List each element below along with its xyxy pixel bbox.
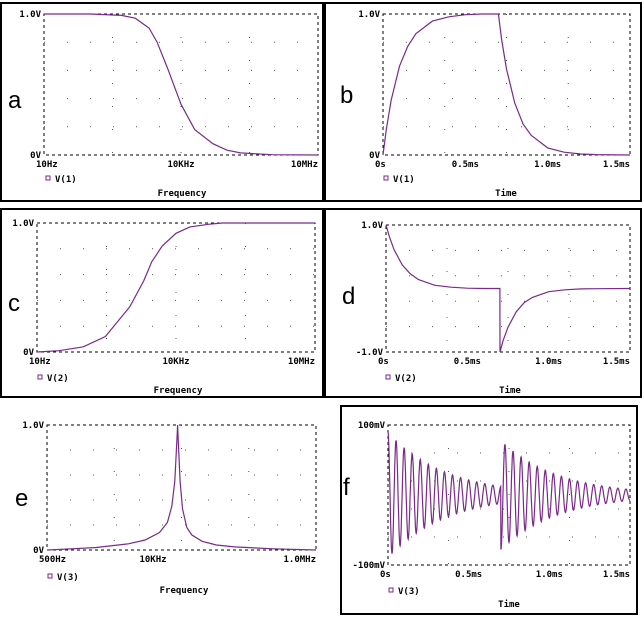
x-tick-label: 0s — [375, 160, 386, 170]
x-tick-label: 1.0MHz — [283, 555, 316, 565]
series-line-b — [382, 13, 631, 156]
panel-letter-d: d — [342, 283, 355, 310]
y-tick-label: 0V — [33, 546, 44, 556]
x-tick-label: 1.0ms — [536, 570, 563, 580]
x-tick-label: 1.5ms — [603, 357, 630, 367]
panel-f-frame — [340, 405, 638, 615]
y-tick-label: -100mV — [352, 561, 385, 571]
x-tick-label: 0.5ms — [454, 357, 481, 367]
plot-frame-a — [43, 13, 319, 156]
x-axis-title-a: Frequency — [158, 189, 207, 199]
x-axis-title-f: Time — [498, 599, 520, 610]
x-tick-label: 10MHz — [288, 357, 315, 367]
legend-marker-c — [37, 374, 43, 380]
x-tick-label: 0s — [380, 570, 391, 580]
plot-frame-e — [46, 424, 317, 551]
series-line-c — [36, 222, 315, 353]
y-tick-label: 1.0V — [361, 221, 383, 231]
x-tick-label: 0.5ms — [452, 160, 479, 170]
panel-letter-e: e — [15, 485, 28, 512]
x-tick-label: 0.5ms — [455, 570, 482, 580]
x-tick-label: 10KHz — [167, 160, 194, 170]
x-axis-title-b: Time — [495, 188, 517, 199]
y-tick-label: 1.0V — [22, 421, 44, 431]
panel-letter-b: b — [340, 82, 353, 109]
x-tick-label: 1.0ms — [534, 160, 561, 170]
y-tick-label: 100mV — [358, 421, 386, 431]
series-line-d — [385, 224, 631, 353]
y-tick-label: 0V — [30, 151, 41, 161]
legend-marker-d — [385, 374, 391, 380]
x-tick-label: 10KHz — [139, 555, 166, 565]
legend-label-c: V(2) — [47, 374, 69, 384]
y-tick-label: -1.0V — [356, 348, 384, 358]
legend-label-b: V(1) — [393, 175, 415, 185]
x-tick-label: 10MHz — [291, 160, 318, 170]
legend-marker-a — [45, 175, 51, 181]
x-tick-label: 10Hz — [36, 160, 58, 170]
x-tick-label: 1.5ms — [603, 160, 630, 170]
legend-marker-e — [47, 573, 53, 579]
x-axis-title-c: Frequency — [154, 386, 203, 396]
plot-frame-b — [382, 13, 631, 156]
y-tick-label: 0V — [369, 151, 380, 161]
panel-d-frame — [324, 208, 642, 398]
x-tick-label: 500Hz — [39, 555, 66, 565]
x-tick-label: 1.5ms — [603, 570, 630, 580]
legend-label-d: V(2) — [395, 374, 417, 384]
panel-b-frame — [324, 2, 642, 202]
x-axis-title-e: Frequency — [160, 586, 209, 596]
panel-a-frame — [0, 2, 324, 202]
plot-frame-c — [36, 222, 316, 353]
y-tick-label: 1.0V — [12, 219, 34, 229]
panel-letter-a: a — [8, 87, 22, 114]
legend-label-e: V(3) — [57, 573, 79, 583]
x-tick-label: 10Hz — [29, 357, 51, 367]
x-axis-title-d: Time — [499, 385, 521, 396]
x-tick-label: 1.0ms — [535, 357, 562, 367]
legend-label-a: V(1) — [55, 175, 77, 185]
series-line-e — [46, 424, 317, 551]
panel-letter-f: f — [343, 474, 350, 501]
x-tick-label: 0s — [378, 357, 389, 367]
y-tick-label: 1.0V — [358, 10, 380, 20]
panel-letter-c: c — [8, 290, 20, 317]
legend-marker-f — [388, 587, 394, 593]
legend-label-f: V(3) — [398, 587, 420, 597]
y-tick-label: 0V — [23, 348, 34, 358]
panel-c-frame — [0, 208, 324, 398]
y-tick-label: 1.0V — [19, 10, 41, 20]
series-line-f — [387, 431, 631, 554]
x-tick-label: 10KHz — [162, 357, 189, 367]
series-line-a — [44, 13, 319, 156]
legend-marker-b — [383, 175, 389, 181]
